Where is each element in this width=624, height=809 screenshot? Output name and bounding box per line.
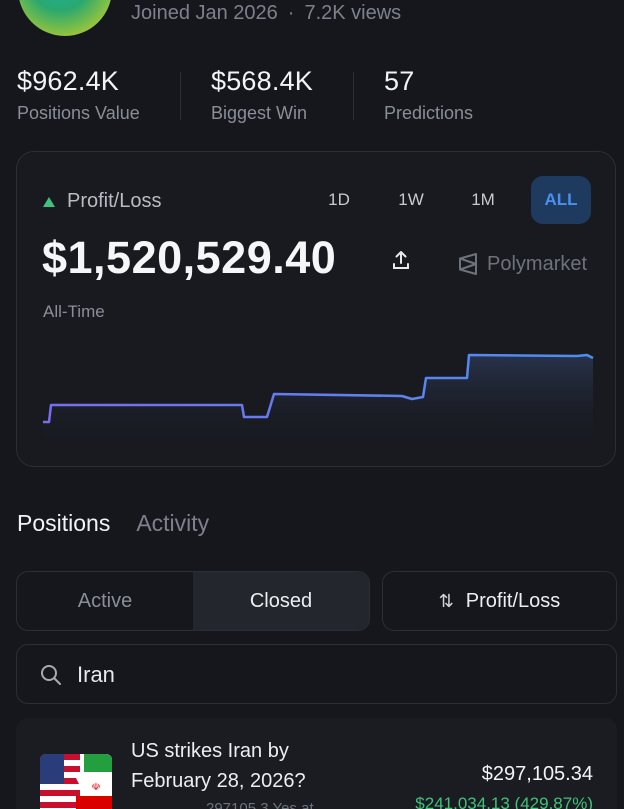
- tab-1m[interactable]: 1M: [471, 190, 495, 209]
- stat-value: $568.4K: [211, 66, 313, 96]
- divider: [180, 72, 181, 120]
- tab-positions[interactable]: Positions: [17, 510, 111, 536]
- up-triangle-icon: [43, 196, 55, 207]
- position-gain: $241,034.13 (429.87%): [415, 794, 593, 809]
- separator: ·: [287, 2, 295, 24]
- range-tabs: 1D 1W 1M ALL: [303, 176, 591, 224]
- share-icon[interactable]: [391, 249, 411, 271]
- tab-all[interactable]: ALL: [531, 176, 591, 224]
- polymarket-brand: Polymarket: [457, 252, 587, 276]
- chart-area: [43, 355, 593, 452]
- stat-label: Predictions: [384, 103, 474, 123]
- stat-value: $962.4K: [17, 66, 119, 96]
- pnl-title: Profit/Loss: [67, 190, 162, 212]
- chart-line: [43, 353, 594, 424]
- pnl-header: Profit/Loss: [43, 190, 161, 213]
- tab-1w[interactable]: 1W: [398, 190, 424, 209]
- search-input[interactable]: [77, 655, 577, 695]
- sort-label: Profit/Loss: [465, 589, 561, 612]
- position-shares: 297105.3 Yes at: [206, 800, 314, 809]
- period-label: All-Time: [43, 302, 105, 321]
- section-tabs: Positions Activity: [17, 510, 209, 537]
- joined-date: Joined Jan 2026: [131, 2, 278, 24]
- us-iran-flag-icon: ☫: [40, 754, 112, 809]
- market-question: US strikes Iran by February 28, 2026?: [131, 740, 306, 792]
- tab-activity[interactable]: Activity: [136, 510, 210, 536]
- sort-icon: ⇅: [438, 590, 454, 611]
- stat-predictions: 57 Predictions: [384, 66, 473, 124]
- closed-button[interactable]: Closed: [193, 572, 369, 630]
- brand-name: Polymarket: [487, 252, 588, 275]
- pnl-chart: [43, 353, 594, 452]
- svg-text:☫: ☫: [92, 782, 101, 793]
- stat-label: Biggest Win: [211, 103, 308, 123]
- profile-meta: Joined Jan 2026 · 7.2K views: [131, 2, 401, 25]
- stat-positions-value: $962.4K Positions Value: [17, 66, 140, 124]
- search-icon: [41, 665, 61, 685]
- stat-value: 57: [384, 66, 415, 96]
- position-value: $297,105.34: [481, 763, 593, 785]
- status-toggle: Active Closed: [16, 571, 370, 631]
- stats-bar: $962.4K Positions Value $568.4K Biggest …: [0, 66, 624, 130]
- tab-1d[interactable]: 1D: [328, 190, 350, 209]
- divider: [353, 72, 354, 120]
- position-row[interactable]: ☫ US strikes Iran by February 28, 2026? …: [16, 718, 617, 809]
- pnl-amount: $1,520,529.40: [42, 232, 337, 283]
- sort-button[interactable]: ⇅ Profit/Loss: [382, 571, 617, 631]
- polymarket-logo-icon: [459, 253, 477, 275]
- active-button[interactable]: Active: [77, 590, 133, 612]
- profit-loss-card: Profit/Loss 1D 1W 1M ALL $1,520,529.40 P…: [16, 151, 616, 467]
- stat-biggest-win: $568.4K Biggest Win: [211, 66, 313, 124]
- avatar[interactable]: [18, 0, 112, 36]
- view-count: 7.2K views: [304, 2, 402, 24]
- search-box: [16, 644, 617, 704]
- stat-label: Positions Value: [17, 103, 140, 123]
